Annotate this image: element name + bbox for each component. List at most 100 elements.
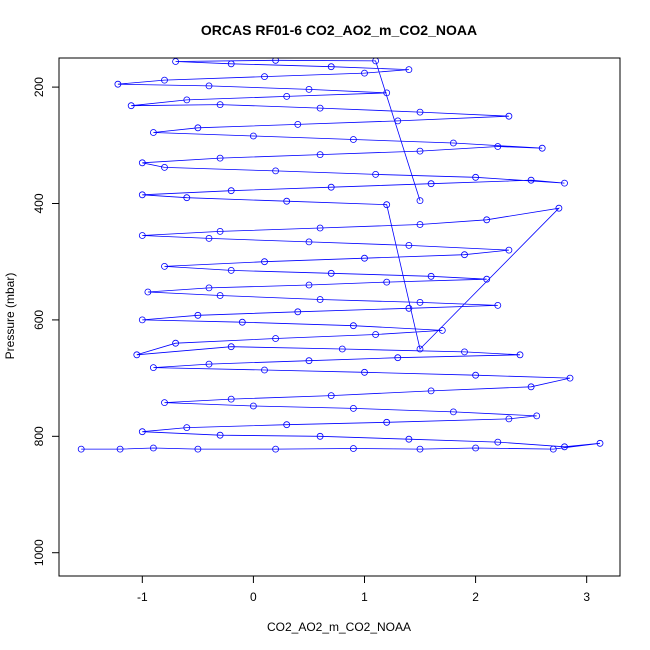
y-tick-label: 600 [32, 310, 46, 330]
series-line [81, 59, 601, 450]
data-point [472, 444, 480, 452]
data-point [305, 281, 313, 289]
data-point [516, 351, 524, 359]
data-point [361, 254, 368, 262]
data-point [249, 132, 257, 140]
data-point [127, 102, 135, 110]
data-point [527, 176, 535, 184]
data-point [138, 159, 146, 167]
data-point [161, 163, 168, 171]
data-point [449, 408, 457, 416]
data-point [227, 60, 235, 68]
data-point [205, 82, 213, 90]
data-point [372, 170, 380, 178]
x-axis-label: CO2_AO2_m_CO2_NOAA [267, 620, 411, 634]
y-tick-label: 400 [32, 193, 46, 213]
data-point [472, 371, 480, 379]
data-point [161, 76, 168, 84]
data-point [561, 179, 568, 187]
data-point [327, 183, 335, 191]
data-point [305, 86, 313, 93]
data-layer [77, 58, 604, 453]
data-point [227, 343, 235, 351]
data-point [205, 284, 213, 292]
data-point [405, 66, 413, 73]
data-point [227, 395, 235, 403]
data-point [405, 304, 413, 312]
data-point [394, 117, 402, 125]
data-point [261, 258, 268, 266]
data-point [114, 80, 122, 88]
data-point [416, 108, 424, 116]
x-tick-label: 0 [250, 590, 257, 604]
data-point [449, 139, 457, 147]
data-point [183, 96, 191, 104]
data-point [416, 445, 424, 453]
data-point [305, 238, 313, 246]
data-point [238, 318, 246, 326]
data-point [561, 443, 568, 451]
data-point [494, 143, 502, 150]
data-point [149, 444, 157, 452]
data-point [533, 412, 541, 420]
data-point [272, 335, 280, 342]
data-point [438, 326, 446, 334]
plot-frame [58, 57, 621, 577]
data-point [77, 445, 85, 453]
data-point [172, 339, 180, 347]
data-point [461, 251, 468, 259]
data-point [372, 58, 379, 65]
data-point [305, 357, 313, 365]
data-point [216, 292, 224, 299]
data-point [272, 167, 280, 175]
data-point [272, 58, 279, 64]
data-point [294, 308, 302, 316]
data-point [494, 301, 502, 309]
data-point [549, 445, 557, 453]
x-tick-label: -1 [137, 590, 148, 604]
chart-title: ORCAS RF01-6 CO2_AO2_m_CO2_NOAA [201, 22, 477, 38]
data-point [416, 221, 424, 228]
data-point [361, 368, 368, 376]
data-point [327, 63, 335, 71]
data-point [416, 298, 424, 306]
data-point [227, 187, 235, 195]
data-point [349, 445, 357, 452]
data-point [227, 266, 235, 274]
data-point [133, 351, 141, 359]
data-point [566, 374, 574, 382]
data-point [138, 191, 146, 199]
data-point [416, 345, 424, 353]
x-tick-label: 3 [583, 590, 590, 604]
data-point [349, 322, 357, 330]
y-axis-label: Pressure (mbar) [3, 273, 17, 360]
data-point [138, 428, 146, 436]
data-point [216, 154, 224, 162]
data-point [416, 197, 424, 205]
data-point [505, 415, 513, 423]
data-point [316, 224, 324, 232]
data-point [283, 421, 291, 429]
data-point [161, 262, 168, 270]
data-point [461, 348, 468, 356]
data-point [427, 180, 435, 188]
data-point [555, 204, 563, 212]
data-point [494, 438, 502, 446]
data-point [383, 89, 391, 97]
data-point [194, 311, 202, 319]
data-point [372, 331, 380, 338]
data-point [349, 404, 357, 412]
data-point [394, 354, 402, 362]
data-point [316, 432, 324, 440]
data-point [505, 246, 513, 254]
data-point [216, 101, 224, 108]
data-point [405, 435, 413, 443]
data-point [361, 69, 368, 77]
data-point [338, 345, 346, 353]
data-point [261, 366, 268, 374]
data-point [349, 136, 357, 143]
data-point [183, 424, 191, 432]
y-tick-label: 1000 [32, 539, 46, 566]
data-point [327, 269, 335, 277]
data-point [249, 402, 257, 410]
